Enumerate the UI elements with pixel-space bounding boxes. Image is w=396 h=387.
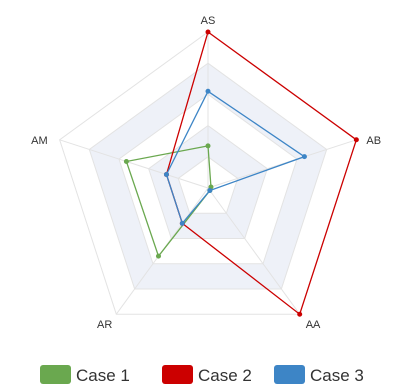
- series-1-point-as: [205, 143, 211, 149]
- series-3-point-am: [163, 172, 169, 178]
- chart-legend: Case 1 Case 2 Case 3: [40, 365, 364, 385]
- legend-swatch-3: [274, 365, 305, 384]
- series-2-line: [165, 30, 358, 316]
- series-1-point-ar: [155, 253, 161, 259]
- series-3-line: [165, 90, 306, 225]
- series-3-point-aa: [207, 188, 213, 194]
- axis-spoke-ab: [207, 139, 357, 189]
- series-3-point-ab: [301, 154, 307, 160]
- legend-label-3: Case 3: [310, 366, 364, 385]
- grid-ring-4: [88, 62, 328, 290]
- axis-label-ab: AB: [366, 135, 381, 147]
- radar-axis-labels: AS AB AA AR AM: [31, 15, 381, 331]
- grid-ring-3: [118, 93, 298, 265]
- axis-label-aa: AA: [306, 319, 321, 331]
- series-1-point-am: [123, 158, 129, 164]
- series-3-point-as: [205, 88, 211, 94]
- legend-swatch-2: [162, 365, 193, 384]
- axis-label-am: AM: [31, 135, 48, 147]
- legend-label-2: Case 2: [198, 366, 252, 385]
- radar-axes: [59, 32, 357, 315]
- axis-label-ar: AR: [97, 319, 112, 331]
- legend-swatch-1: [40, 365, 71, 384]
- legend-label-1: Case 1: [76, 366, 130, 385]
- series-3-point-ar: [179, 220, 185, 226]
- series-2-point-aa: [297, 311, 303, 317]
- grid-ring-2: [148, 124, 268, 239]
- radar-series: [123, 29, 359, 317]
- series-2-point-ab: [353, 137, 359, 143]
- series-2-point-as: [205, 29, 211, 35]
- axis-spoke-am: [59, 139, 209, 189]
- series-3: [163, 88, 307, 226]
- grid-ring-1: [177, 156, 239, 214]
- axis-label-as: AS: [201, 15, 216, 27]
- axis-spoke-aa: [207, 187, 301, 315]
